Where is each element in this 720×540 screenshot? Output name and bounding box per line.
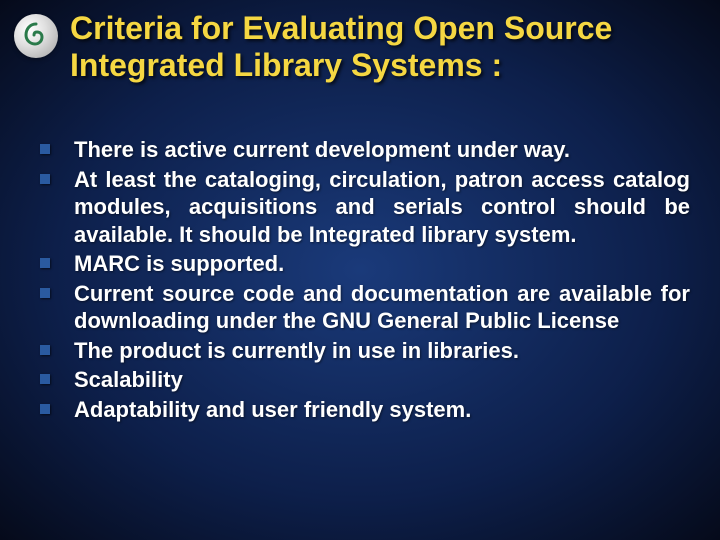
bullet-icon [40, 374, 50, 384]
bullet-icon [40, 258, 50, 268]
list-item: Adaptability and user friendly system. [40, 396, 690, 424]
bullet-text: Scalability [74, 366, 690, 394]
bullet-text: Current source code and documentation ar… [74, 280, 690, 335]
slide-title: Criteria for Evaluating Open Source Inte… [70, 10, 700, 84]
list-item: At least the cataloging, circulation, pa… [40, 166, 690, 249]
bullet-icon [40, 345, 50, 355]
bullet-icon [40, 404, 50, 414]
list-item: The product is currently in use in libra… [40, 337, 690, 365]
logo-icon [14, 14, 58, 58]
bullet-icon [40, 288, 50, 298]
bullet-text: There is active current development unde… [74, 136, 690, 164]
bullet-text: At least the cataloging, circulation, pa… [74, 166, 690, 249]
bullet-text: Adaptability and user friendly system. [74, 396, 690, 424]
list-item: Scalability [40, 366, 690, 394]
bullet-text: MARC is supported. [74, 250, 690, 278]
list-item: There is active current development unde… [40, 136, 690, 164]
bullet-icon [40, 144, 50, 154]
bullet-list: There is active current development unde… [40, 136, 690, 425]
bullet-icon [40, 174, 50, 184]
list-item: MARC is supported. [40, 250, 690, 278]
list-item: Current source code and documentation ar… [40, 280, 690, 335]
bullet-text: The product is currently in use in libra… [74, 337, 690, 365]
